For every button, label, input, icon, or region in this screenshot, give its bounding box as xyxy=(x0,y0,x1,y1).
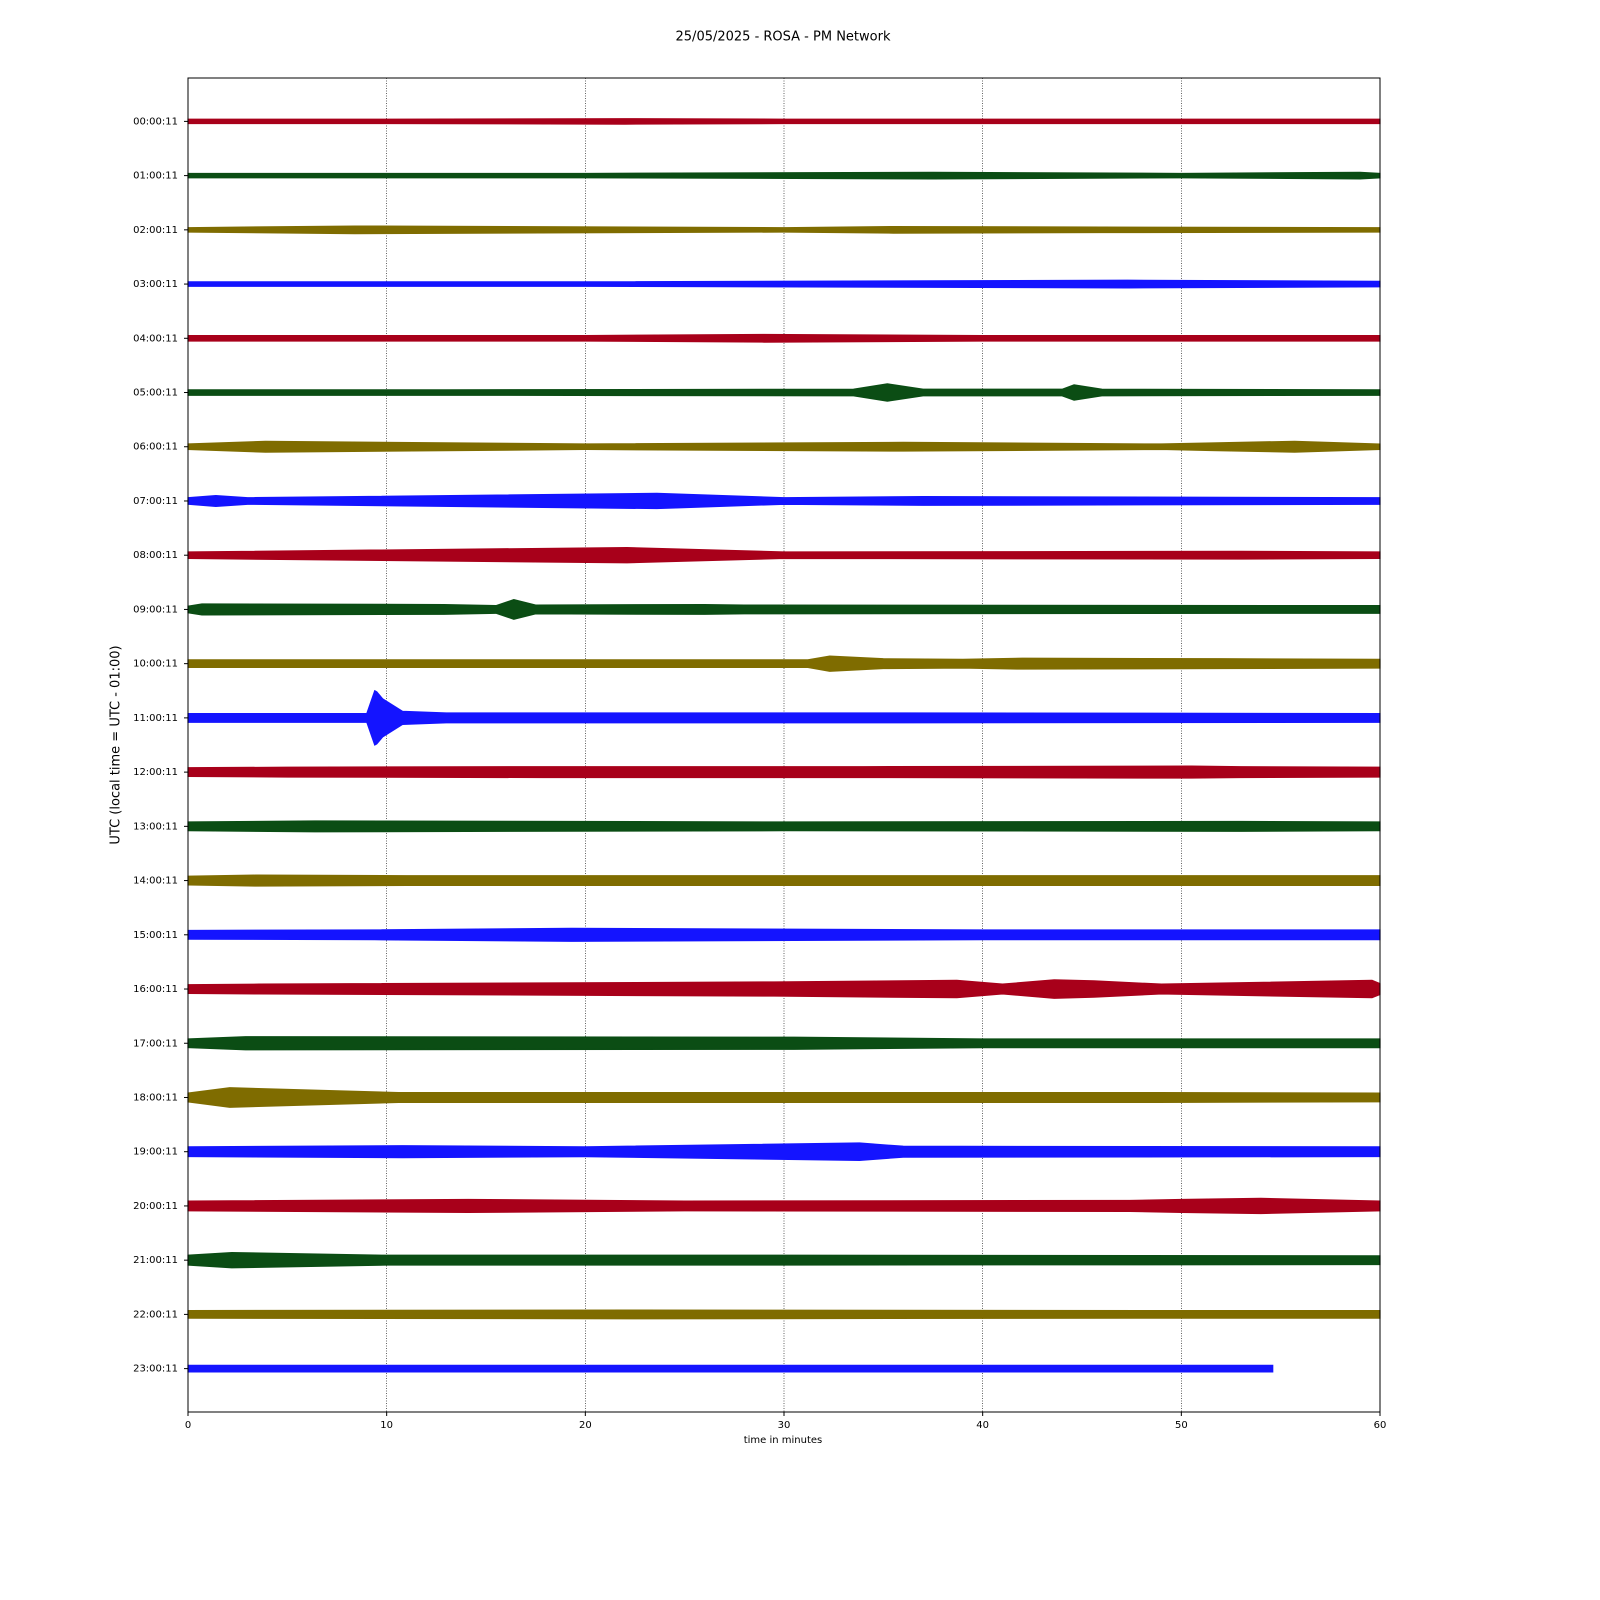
x-tick-label: 30 xyxy=(778,1420,791,1431)
row-label: 21:00:11 xyxy=(133,1255,178,1266)
chart-title: 25/05/2025 - ROSA - PM Network xyxy=(676,30,891,45)
row-label: 14:00:11 xyxy=(133,876,178,887)
row-label: 22:00:11 xyxy=(133,1309,178,1320)
y-axis-label: UTC (local time = UTC - 01:00) xyxy=(109,645,124,844)
row-label: 18:00:11 xyxy=(133,1092,178,1103)
row-label: 16:00:11 xyxy=(133,984,178,995)
x-tick-label: 10 xyxy=(380,1420,393,1431)
row-label: 13:00:11 xyxy=(133,821,178,832)
row-label: 06:00:11 xyxy=(133,442,178,453)
plot-area xyxy=(187,78,1381,1412)
row-label: 15:00:11 xyxy=(133,930,178,941)
row-label: 07:00:11 xyxy=(133,496,178,507)
trace xyxy=(187,279,1381,289)
row-label: 05:00:11 xyxy=(133,388,178,399)
x-tick-label: 0 xyxy=(185,1420,191,1431)
trace xyxy=(187,1364,1274,1373)
trace xyxy=(187,440,1381,453)
trace xyxy=(187,118,1381,125)
trace xyxy=(187,333,1381,343)
row-label: 20:00:11 xyxy=(133,1201,178,1212)
trace xyxy=(187,765,1381,779)
row-label: 00:00:11 xyxy=(133,116,178,127)
trace xyxy=(187,1251,1381,1269)
trace xyxy=(187,820,1381,833)
trace xyxy=(187,1036,1381,1051)
row-label: 11:00:11 xyxy=(133,713,178,724)
x-tick-label: 40 xyxy=(976,1420,989,1431)
x-axis-label: time in minutes xyxy=(744,1435,823,1446)
trace xyxy=(187,1142,1381,1161)
trace xyxy=(187,927,1381,942)
row-label: 10:00:11 xyxy=(133,659,178,670)
trace xyxy=(187,979,1381,999)
trace xyxy=(187,874,1381,887)
row-label: 01:00:11 xyxy=(133,171,178,182)
row-label: 23:00:11 xyxy=(133,1364,178,1375)
trace xyxy=(187,1197,1381,1215)
trace xyxy=(187,1309,1381,1320)
row-label: 02:00:11 xyxy=(133,225,178,236)
row-label: 03:00:11 xyxy=(133,279,178,290)
x-tick-label: 20 xyxy=(579,1420,592,1431)
row-label: 09:00:11 xyxy=(133,604,178,615)
row-label: 17:00:11 xyxy=(133,1038,178,1049)
row-label: 08:00:11 xyxy=(133,550,178,561)
row-label: 19:00:11 xyxy=(133,1147,178,1158)
trace xyxy=(187,171,1381,180)
trace xyxy=(187,225,1381,235)
x-tick-label: 60 xyxy=(1374,1420,1387,1431)
x-tick-label: 50 xyxy=(1175,1420,1188,1431)
row-label: 04:00:11 xyxy=(133,333,178,344)
row-label: 12:00:11 xyxy=(133,767,178,778)
